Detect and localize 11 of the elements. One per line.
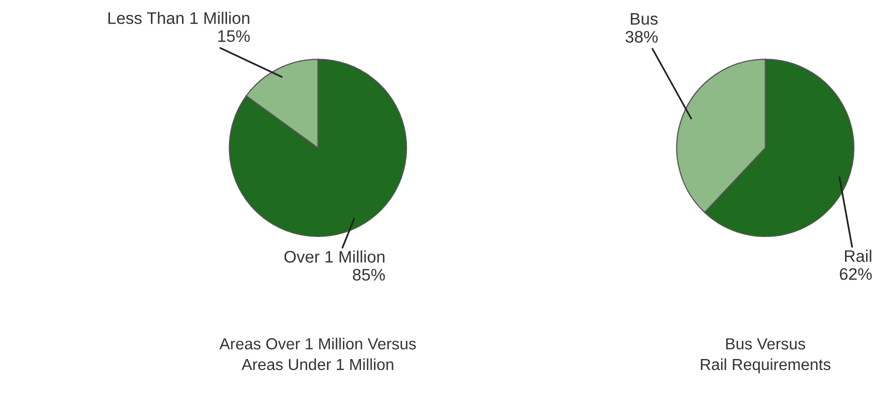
data-label: 15%	[218, 30, 250, 42]
text: Areas Over 1 Million Versus Areas Under 1 Million	[219, 338, 416, 370]
pie-slice	[228, 58, 408, 237]
data-label: 62%	[840, 268, 872, 280]
slice-label: Rail	[845, 250, 872, 262]
slice-label: Over 1 Million	[284, 250, 384, 263]
slice-label: Bus	[630, 13, 658, 25]
data-label: 38%	[626, 30, 658, 43]
text: Bus Versus Rail Requirements	[700, 338, 830, 374]
slice-label: Less Than 1 Million	[108, 12, 250, 24]
data-label: 85%	[352, 268, 385, 281]
